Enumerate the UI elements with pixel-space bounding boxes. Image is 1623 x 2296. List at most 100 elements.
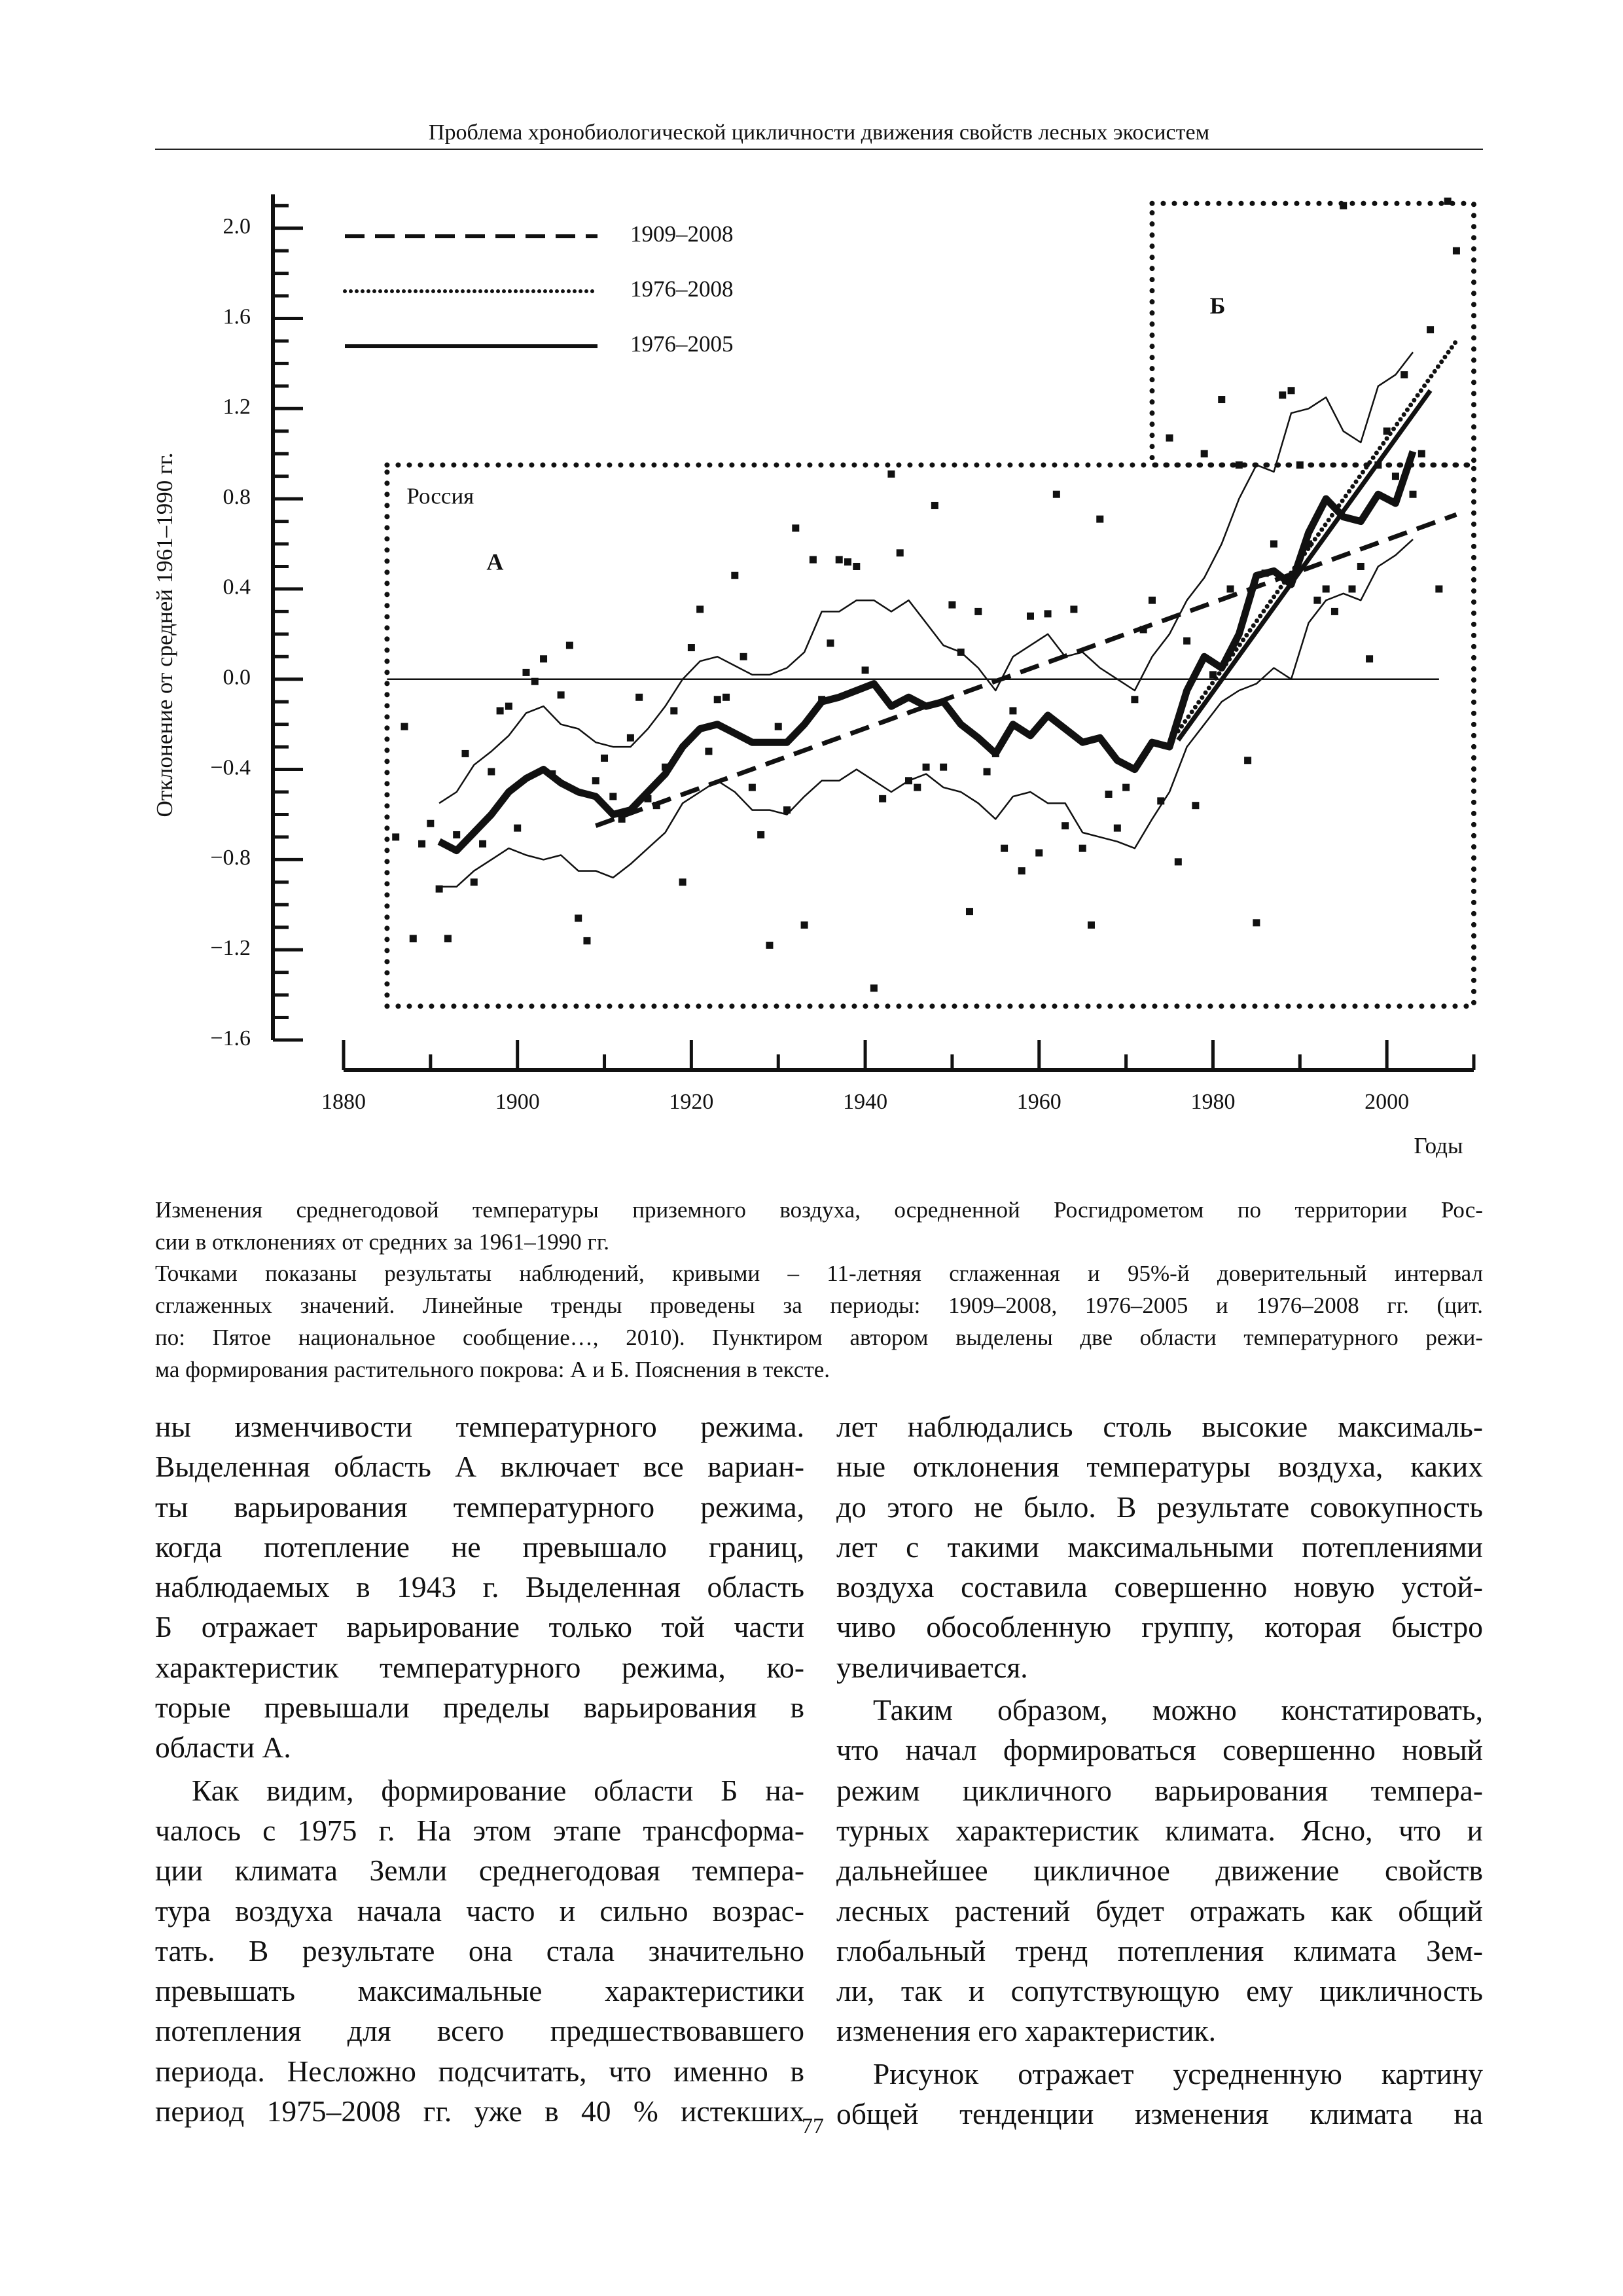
text-line: Таким образом, можно констатировать, xyxy=(873,1693,1483,1727)
observation xyxy=(461,749,469,757)
observation xyxy=(713,696,721,704)
observation xyxy=(827,639,834,647)
text-line: режим цикличного варьирования темпера- xyxy=(836,1773,1483,1807)
page-number: 77 xyxy=(802,2114,824,2138)
observation xyxy=(435,885,443,893)
observation xyxy=(861,666,869,674)
observation xyxy=(522,668,530,676)
y-tick-label: −0.4 xyxy=(210,755,251,780)
region-box xyxy=(1149,200,1476,468)
observation xyxy=(392,833,400,841)
paragraph: Рисунок отражает усредненную картину обще… xyxy=(836,2054,1483,2134)
text-line: лет с такими максимальными потеплениями xyxy=(836,1530,1483,1564)
observation xyxy=(444,935,452,942)
text-column: ны изменчивости температурного режима. Вы… xyxy=(155,1407,804,2134)
observation xyxy=(1313,596,1321,604)
y-tick-label: 1.6 xyxy=(223,304,251,329)
observation xyxy=(609,793,617,800)
observation xyxy=(635,693,643,701)
text-line: Б отражает варьирование только той части xyxy=(155,1610,804,1644)
observation xyxy=(401,723,408,730)
observation xyxy=(1148,596,1156,604)
observation xyxy=(1287,387,1295,395)
observation xyxy=(748,783,756,791)
observation xyxy=(1131,696,1139,704)
text-line: сии в отклонениях от средних за 1961–199… xyxy=(155,1229,609,1255)
observation xyxy=(1296,461,1304,469)
trend-line xyxy=(1176,389,1433,742)
text-line: увеличивается. xyxy=(836,1650,1028,1684)
observation xyxy=(1200,450,1208,457)
text-line: когда потепление не превышало границ, xyxy=(155,1530,804,1564)
text-line: сглаженных значений. Линейные тренды про… xyxy=(155,1293,1483,1319)
text-line: превышать максимальные характеристики xyxy=(155,1974,804,2008)
observation xyxy=(1009,707,1017,715)
observation xyxy=(1235,461,1243,469)
observation xyxy=(1322,585,1330,593)
observation xyxy=(1391,473,1399,480)
y-tick-label: −1.2 xyxy=(210,936,251,960)
paragraph: Таким образом, можно констатировать, что … xyxy=(836,1690,1483,2051)
text-line: тать. В результате она стала значительно xyxy=(155,1933,804,1967)
observation xyxy=(409,935,417,942)
observation xyxy=(1157,797,1165,805)
text-line: ные отклонения температуры воздуха, каки… xyxy=(836,1450,1483,1484)
text-line: области А. xyxy=(155,1731,291,1765)
observation xyxy=(1061,822,1069,830)
text-line: потепления для всего предшествовавшего xyxy=(155,2014,804,2048)
text-line: воздуха составила совершенно новую устой… xyxy=(836,1570,1483,1604)
observation xyxy=(1096,515,1104,523)
observation xyxy=(601,754,609,762)
observation xyxy=(575,914,582,922)
text-line: турных характеристик климата. Ясно, что … xyxy=(836,1813,1483,1847)
observation xyxy=(948,601,956,609)
observation xyxy=(1357,562,1364,570)
text-line: что начал формироваться совершенно новый xyxy=(836,1733,1483,1767)
text-line: Как видим, формирование области Б на- xyxy=(192,1773,804,1807)
text-line: характеристик температурного режима, ко- xyxy=(155,1650,804,1684)
observation xyxy=(1087,921,1095,929)
text-line: общей тенденции изменения климата на xyxy=(836,2097,1483,2131)
text-line: чалось с 1975 г. На этом этапе трансформ… xyxy=(155,1813,804,1847)
text-line: торые превышали пределы варьирования в xyxy=(155,1691,804,1725)
observation xyxy=(853,562,861,570)
region-label: А xyxy=(486,549,503,575)
observation xyxy=(479,840,487,848)
observation xyxy=(696,605,704,613)
observation xyxy=(983,768,991,776)
observation xyxy=(1218,396,1226,404)
observation xyxy=(565,641,573,649)
observation xyxy=(1244,757,1252,764)
text-line: ли, так и сопутствующую ему цикличность xyxy=(836,1974,1483,2008)
observation xyxy=(1340,202,1347,209)
text-line: чиво обособленную группу, которая быстро xyxy=(836,1610,1483,1644)
text-line: ции климата Земли среднегодовая темпера- xyxy=(155,1854,804,1888)
observation xyxy=(583,937,591,944)
text-line: лесных растений будет отражать как общий xyxy=(836,1893,1483,1928)
paragraph: лет наблюдались столь высокие максималь-… xyxy=(836,1407,1483,1687)
y-tick-label: 2.0 xyxy=(223,214,251,238)
observation xyxy=(835,556,843,564)
text-line: периода. Несложно подсчитать, что именно… xyxy=(155,2054,804,2088)
legend-label: 1976–2005 xyxy=(630,331,734,357)
x-tick-label: 1920 xyxy=(669,1090,713,1114)
observation xyxy=(540,655,548,663)
observation xyxy=(940,763,948,771)
smoothed-line xyxy=(437,450,1417,855)
observation xyxy=(957,648,965,656)
y-tick-label: 0.0 xyxy=(223,666,251,690)
text-line: период 1975–2008 гг. уже в 40 % истекших xyxy=(155,2094,804,2128)
text-line: дальнейшее цикличное движение свойств xyxy=(836,1854,1483,1888)
observation xyxy=(1444,197,1452,205)
text-line: Точками показаны результаты наблюдений, … xyxy=(155,1261,1483,1287)
observation xyxy=(974,607,982,615)
observation xyxy=(905,777,912,785)
observation xyxy=(1270,540,1277,548)
observation xyxy=(844,558,852,566)
observation xyxy=(418,840,426,848)
chart: 2.0 1.6 1.2 0.8 0.4 0.0 −0.4 −0.8 −1.2 −1.6 Отклон… xyxy=(152,194,1476,1158)
observation xyxy=(1435,585,1443,593)
x-tick-label: 1940 xyxy=(843,1090,887,1114)
observation xyxy=(800,921,808,929)
observation xyxy=(783,806,791,814)
